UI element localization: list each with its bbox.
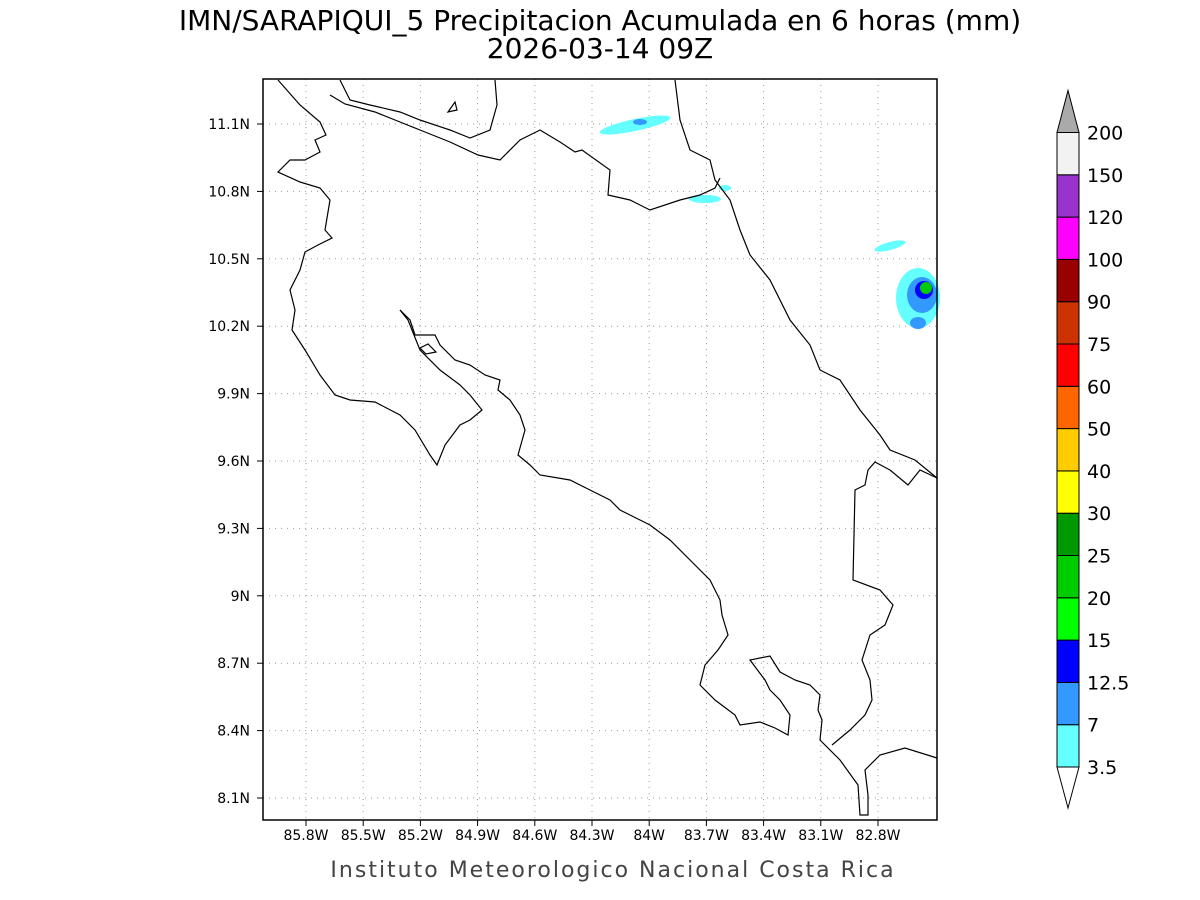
colorbar-label: 200: [1087, 123, 1123, 145]
lat-label: 9N: [231, 589, 250, 605]
colorbar-label: 150: [1087, 165, 1123, 187]
map-frame: [262, 78, 938, 821]
lat-label: 10.2N: [208, 319, 250, 335]
colorbar-box: [1056, 428, 1080, 472]
colorbar-box: [1056, 597, 1080, 641]
colorbar-label: 120: [1087, 207, 1123, 229]
lat-label: 11.1N: [208, 117, 250, 133]
colorbar-label: 50: [1087, 419, 1111, 441]
colorbar-box: [1056, 174, 1080, 218]
lat-label: 9.3N: [217, 521, 250, 537]
lon-label: 85.2W: [398, 828, 443, 844]
colorbar-box: [1056, 301, 1080, 345]
lat-label: 8.7N: [217, 656, 250, 672]
lat-label: 10.8N: [208, 184, 250, 200]
lon-label: 84.3W: [569, 828, 614, 844]
colorbar-box: [1056, 724, 1080, 768]
colorbar-label: 25: [1087, 546, 1111, 568]
colorbar-box: [1056, 258, 1080, 303]
lat-label: 10.5N: [208, 252, 250, 268]
lon-label: 84.9W: [455, 828, 500, 844]
colorbar-label: 90: [1087, 292, 1111, 314]
title: IMN/SARAPIQUI_5 Precipitacion Acumulada …: [179, 4, 1021, 37]
colorbar-label: 60: [1087, 376, 1111, 398]
lon-label: 84W: [633, 828, 665, 844]
lon-label: 83.4W: [741, 828, 786, 844]
colorbar-label: 3.5: [1087, 757, 1117, 779]
colorbar-box: [1056, 343, 1080, 387]
lon-label: 82.8W: [855, 828, 900, 844]
colorbar-box: [1056, 639, 1080, 683]
colorbar-box: [1056, 132, 1080, 176]
precipitation: [599, 115, 940, 329]
colorbar-box: [1056, 216, 1080, 260]
colorbar-label: 100: [1087, 249, 1123, 271]
lat-label: 8.1N: [217, 791, 250, 807]
colorbar-box: [1056, 470, 1080, 514]
colorbar-box: [1056, 512, 1080, 557]
lat-label: 9.6N: [217, 454, 250, 470]
colorbar-box: [1056, 555, 1080, 599]
lon-label: 83.7W: [684, 828, 729, 844]
colorbar-box: [1056, 385, 1080, 430]
lon-label: 84.6W: [512, 828, 557, 844]
colorbar-label: 15: [1087, 630, 1111, 652]
colorbar-triangle: [1056, 766, 1080, 810]
colorbar-label: 12.5: [1087, 672, 1129, 694]
lon-label: 85.5W: [341, 828, 386, 844]
lon-label: 83.1W: [798, 828, 843, 844]
colorbar-label: 75: [1087, 334, 1111, 356]
lat-label: 9.9N: [217, 387, 250, 403]
subtitle: 2026-03-14 09Z: [487, 32, 713, 65]
lat-label: 8.4N: [217, 724, 250, 740]
colorbar-box: [1056, 681, 1080, 726]
colorbar-label: 20: [1087, 588, 1111, 610]
colorbar-label: 30: [1087, 503, 1111, 525]
colorbar-label: 40: [1087, 461, 1111, 483]
lon-label: 85.8W: [283, 828, 328, 844]
colorbar-triangle: [1056, 88, 1080, 133]
colorbar-label: 7: [1087, 715, 1099, 737]
coastline: [276, 79, 938, 816]
footer: Instituto Meteorologico Nacional Costa R…: [330, 858, 895, 883]
